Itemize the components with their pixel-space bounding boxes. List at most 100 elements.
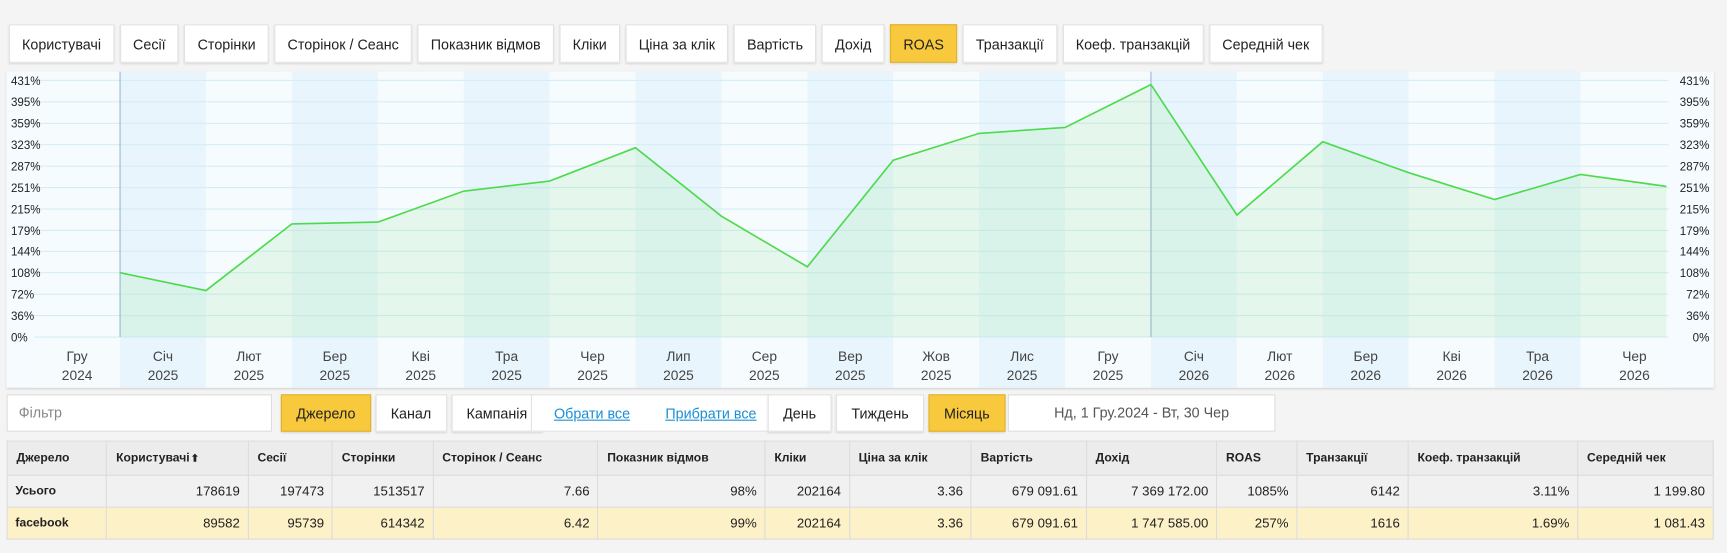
x-tick-label: Лип <box>666 349 690 364</box>
x-tick-year: 2025 <box>234 368 265 383</box>
metric-tab[interactable]: Показник відмов <box>417 24 554 63</box>
column-header[interactable]: Сторінок / Сеанс <box>432 440 599 476</box>
dimension-button[interactable]: Канал <box>375 394 447 432</box>
select-link[interactable]: Прибрати все <box>665 405 757 422</box>
x-tick-year: 2025 <box>405 368 436 383</box>
x-tick-year: 2025 <box>148 368 179 383</box>
x-tick-label: Січ <box>1184 349 1204 364</box>
x-tick-label: Сер <box>752 349 778 364</box>
line-series <box>119 83 1667 292</box>
x-tick-label: Гру <box>67 349 88 364</box>
y2-tick-label: 108% <box>1680 268 1710 280</box>
y2-tick-label: 395% <box>1680 97 1710 109</box>
metric-tab[interactable]: Користувачі <box>8 24 115 63</box>
column-header[interactable]: Транзакції <box>1296 440 1409 476</box>
x-tick-label: Лют <box>1267 349 1293 364</box>
select-link[interactable]: Обрати все <box>554 405 631 422</box>
band <box>1322 71 1409 388</box>
table-cell: 679 091.61 <box>970 506 1087 540</box>
column-header[interactable]: Дохід <box>1085 440 1218 476</box>
metric-tab[interactable]: Кліки <box>559 24 620 63</box>
dimension-button[interactable]: Джерело <box>280 394 371 432</box>
dimension-button[interactable]: Кампанія <box>451 394 543 432</box>
metric-tabs: Користувачі Сесії Сторінки Сторінок / Сеанс… <box>8 24 1323 63</box>
period-button[interactable]: Тиждень <box>835 394 925 432</box>
y2-tick-label: 359% <box>1680 119 1710 131</box>
y2-tick-label: 287% <box>1680 162 1710 174</box>
x-tick-label: Чер <box>580 349 605 364</box>
y-tick-label: 72% <box>11 290 34 302</box>
x-tick-label: Січ <box>153 349 173 364</box>
y-tick-label: 144% <box>11 247 41 259</box>
metric-tab[interactable]: Дохід <box>821 24 885 63</box>
y2-tick-label: 215% <box>1680 204 1710 216</box>
column-header[interactable]: Кліки <box>764 440 850 476</box>
y2-tick-label: 179% <box>1680 226 1710 238</box>
y-tick-label: 287% <box>11 162 41 174</box>
table-cell: 257% <box>1216 506 1298 540</box>
y-tick-label: 215% <box>11 204 41 216</box>
x-tick-label: Жов <box>922 349 949 364</box>
table-cell: 3.36 <box>848 474 972 508</box>
table-row: facebook 89582 95739 614342 6.42 99% 202164 3.3… <box>6 506 1714 540</box>
x-tick-year: 2025 <box>1007 368 1038 383</box>
x-tick-label: Лют <box>236 349 262 364</box>
table-cell: 178619 <box>106 474 249 508</box>
band <box>1150 71 1237 388</box>
x-tick-year: 2025 <box>663 368 694 383</box>
y-tick-label: 108% <box>11 268 41 280</box>
table-cell: 3.36 <box>848 506 972 540</box>
x-tick-label: Бер <box>323 349 348 364</box>
x-tick-year: 2026 <box>1619 368 1650 383</box>
x-tick-year: 2025 <box>749 368 780 383</box>
metric-tab[interactable]: Сторінки <box>184 24 269 63</box>
band <box>120 71 206 388</box>
column-header[interactable]: Користувачі <box>106 440 249 476</box>
x-tick-label: Лис <box>1010 349 1034 364</box>
period-button[interactable]: Місяць <box>928 394 1006 432</box>
y-tick-label: 0% <box>11 332 28 344</box>
table-cell: 614342 <box>331 506 434 540</box>
column-header[interactable]: Коеф. транзакцій <box>1407 440 1579 476</box>
filter-input[interactable]: Фільтр <box>6 394 273 432</box>
band <box>893 71 980 388</box>
metric-tab[interactable]: Сторінок / Сеанс <box>274 24 413 63</box>
metric-tab[interactable]: ROAS <box>890 24 958 63</box>
metric-tab[interactable]: Коеф. транзакцій <box>1062 24 1204 63</box>
metric-tab[interactable]: Ціна за клік <box>625 24 729 63</box>
table-cell: 6142 <box>1296 474 1409 508</box>
band <box>291 71 378 388</box>
table-cell: facebook <box>6 506 108 540</box>
y2-tick-label: 323% <box>1680 140 1710 152</box>
x-tick-label: Кві <box>412 349 430 364</box>
date-range[interactable]: Нд, 1 Гру.2024 - Вт, 30 Чер <box>1007 394 1276 432</box>
column-header[interactable]: Ціна за клік <box>848 440 972 476</box>
link-group: Обрати все Прибрати все <box>530 394 780 432</box>
column-header[interactable]: Вартість <box>970 440 1087 476</box>
period-group: День Тиждень Місяць <box>767 394 1006 432</box>
y-tick-label: 359% <box>11 119 41 131</box>
chart: 0% 0% 36% 36% 72% 72% 108% 108% 144% 144% 179% 179%… <box>6 71 1714 388</box>
y2-tick-label: 0% <box>1693 332 1710 344</box>
x-tick-label: Бер <box>1354 349 1379 364</box>
column-header[interactable]: Сесії <box>247 440 333 476</box>
metric-tab[interactable]: Вартість <box>733 24 817 63</box>
x-tick-label: Кві <box>1442 349 1460 364</box>
column-header[interactable]: Сторінки <box>331 440 434 476</box>
metric-tab[interactable]: Транзакції <box>962 24 1057 63</box>
dimension-group: Джерело Канал Кампанія <box>280 394 543 432</box>
x-tick-year: 2026 <box>1265 368 1296 383</box>
period-button[interactable]: День <box>767 394 832 432</box>
x-tick-label: Чер <box>1622 349 1647 364</box>
metric-tab[interactable]: Сесії <box>119 24 179 63</box>
table-cell: 1 747 585.00 <box>1085 506 1218 540</box>
band <box>205 71 292 388</box>
chart-panel: 0% 0% 36% 36% 72% 72% 108% 108% 144% 144% 179% 179%… <box>6 71 1714 388</box>
x-tick-label: Гру <box>1097 349 1118 364</box>
column-header[interactable]: Показник відмов <box>597 440 766 476</box>
column-header[interactable]: Джерело <box>6 440 108 476</box>
metric-tab[interactable]: Середній чек <box>1209 24 1323 63</box>
column-header[interactable]: ROAS <box>1216 440 1298 476</box>
table-cell: 7.66 <box>432 474 599 508</box>
column-header[interactable]: Середній чек <box>1577 440 1714 476</box>
